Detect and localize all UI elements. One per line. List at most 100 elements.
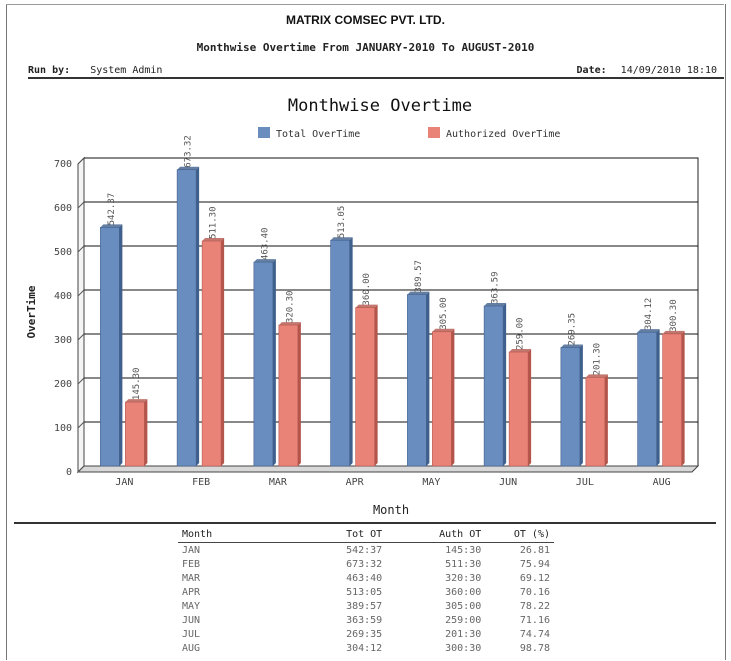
- bar-side: [656, 329, 660, 466]
- bar-total-overtime: [253, 261, 274, 467]
- bar-total-overtime: [560, 347, 581, 467]
- data-label: 305.00: [439, 297, 449, 330]
- cell-auth-ot: 145:30: [445, 544, 482, 556]
- x-tick-label: AUG: [653, 477, 671, 488]
- legend-label: Total OverTime: [276, 129, 360, 140]
- table-row: JUN 363:59 259:00 71.16: [178, 613, 554, 627]
- gridline-side: [77, 465, 85, 473]
- x-tick-label: JUN: [499, 477, 517, 488]
- bar-side: [503, 303, 507, 466]
- cell-ot-pct: 69.12: [519, 572, 550, 584]
- cell-ot-pct: 75.94: [519, 558, 550, 570]
- gridline-side: [77, 245, 85, 253]
- bar-side: [144, 399, 148, 466]
- gridline-side: [77, 157, 85, 165]
- bar-top: [585, 374, 608, 378]
- data-label: 463.40: [260, 228, 270, 261]
- cell-ot-pct: 70.16: [519, 586, 550, 598]
- header-rule: [28, 77, 724, 79]
- bar-side: [451, 328, 455, 466]
- gridline-side: [77, 333, 85, 341]
- bar-side: [272, 259, 276, 466]
- cell-tot-ot: 542:37: [346, 544, 383, 556]
- legend-swatch: [258, 127, 270, 138]
- bar-top: [432, 328, 455, 332]
- table-row: MAR 463:40 320:30 69.12: [178, 571, 554, 585]
- cell-tot-ot: 269:35: [346, 628, 383, 640]
- cell-ot-pct: 98.78: [519, 642, 550, 654]
- bar-top: [202, 238, 225, 242]
- cell-month: AUG: [182, 642, 201, 654]
- table-header-row: Month Tot OT Auth OT OT (%): [178, 526, 554, 543]
- company-name: MATRIX COMSEC PVT. LTD.: [286, 13, 445, 27]
- bar-top: [253, 259, 276, 263]
- table-header-tot-ot: Tot OT: [307, 526, 387, 543]
- top-rule: [6, 4, 724, 5]
- chart-bottom-rule: [14, 522, 716, 524]
- date-label: Date:: [576, 65, 607, 76]
- table-row: FEB 673:32 511:30 75.94: [178, 557, 554, 571]
- y-tick-label: 200: [54, 379, 72, 390]
- table-row: AUG 304:12 300:30 98.78: [178, 641, 554, 655]
- y-axis-title: OverTime: [25, 285, 38, 338]
- y-tick-label: 700: [54, 159, 72, 170]
- plot-floor: [76, 465, 700, 473]
- bar-side: [528, 349, 532, 466]
- legend-swatch: [428, 127, 440, 138]
- bar-side: [119, 224, 123, 466]
- bar-side: [579, 344, 583, 466]
- data-label: 360.00: [362, 273, 372, 306]
- bar-top: [637, 329, 660, 333]
- bar-authorized-overtime: [125, 401, 145, 467]
- cell-ot-pct: 71.16: [519, 614, 550, 626]
- cell-month: APR: [182, 586, 201, 598]
- bar-side: [426, 291, 430, 466]
- data-label: 389.57: [414, 260, 424, 293]
- cell-tot-ot: 304:12: [346, 642, 383, 654]
- cell-tot-ot: 363:59: [346, 614, 383, 626]
- overtime-table: Month Tot OT Auth OT OT (%) JAN 542:37 1…: [178, 526, 554, 655]
- bar-total-overtime: [176, 169, 197, 467]
- date-value: 14/09/2010 18:10: [620, 65, 717, 76]
- cell-month: MAR: [182, 572, 201, 584]
- cell-ot-pct: 74.74: [519, 628, 550, 640]
- cell-auth-ot: 300:30: [445, 642, 482, 654]
- bar-side: [604, 374, 608, 466]
- bar-top: [662, 330, 685, 334]
- cell-ot-pct: 26.81: [519, 544, 550, 556]
- x-tick-label: JAN: [115, 477, 133, 488]
- gridline-side: [77, 289, 85, 297]
- report-date: Date: 14/09/2010 18:10: [577, 65, 717, 76]
- bar-side: [196, 166, 200, 466]
- data-label: 145.30: [132, 368, 142, 401]
- table-row: APR 513:05 360:00 70.16: [178, 585, 554, 599]
- cell-month: JUN: [182, 614, 201, 626]
- table-header-ot-pct: OT (%): [485, 526, 554, 543]
- bar-authorized-overtime: [585, 377, 606, 467]
- bar-total-overtime: [100, 227, 120, 467]
- x-tick-label: JUL: [576, 477, 594, 488]
- bar-authorized-overtime: [355, 307, 375, 467]
- data-label: 304.12: [644, 298, 654, 331]
- data-label: 259.00: [516, 318, 526, 351]
- bar-top: [509, 349, 532, 353]
- bar-top: [560, 344, 583, 348]
- bar-top: [484, 303, 507, 307]
- table-row: JAN 542:37 145:30 26.81: [178, 543, 554, 558]
- cell-tot-ot: 513:05: [346, 586, 383, 598]
- bar-top: [355, 304, 378, 308]
- cell-month: JUL: [182, 628, 201, 640]
- bar-side: [221, 238, 225, 466]
- cell-month: JAN: [182, 544, 201, 556]
- report-title: Monthwise Overtime From JANUARY-2010 To …: [196, 41, 535, 54]
- table-row: JUL 269:35 201:30 74.74: [178, 627, 554, 641]
- bar-total-overtime: [330, 239, 350, 467]
- data-label: 542.37: [107, 193, 117, 226]
- x-axis-title: Month: [373, 503, 409, 517]
- legend-label: Authorized OverTime: [446, 129, 560, 140]
- cell-month: MAY: [182, 600, 201, 612]
- cell-auth-ot: 320:30: [445, 572, 482, 584]
- bar-total-overtime: [407, 294, 427, 467]
- bar-side: [349, 237, 353, 466]
- data-label: 673.32: [184, 135, 194, 168]
